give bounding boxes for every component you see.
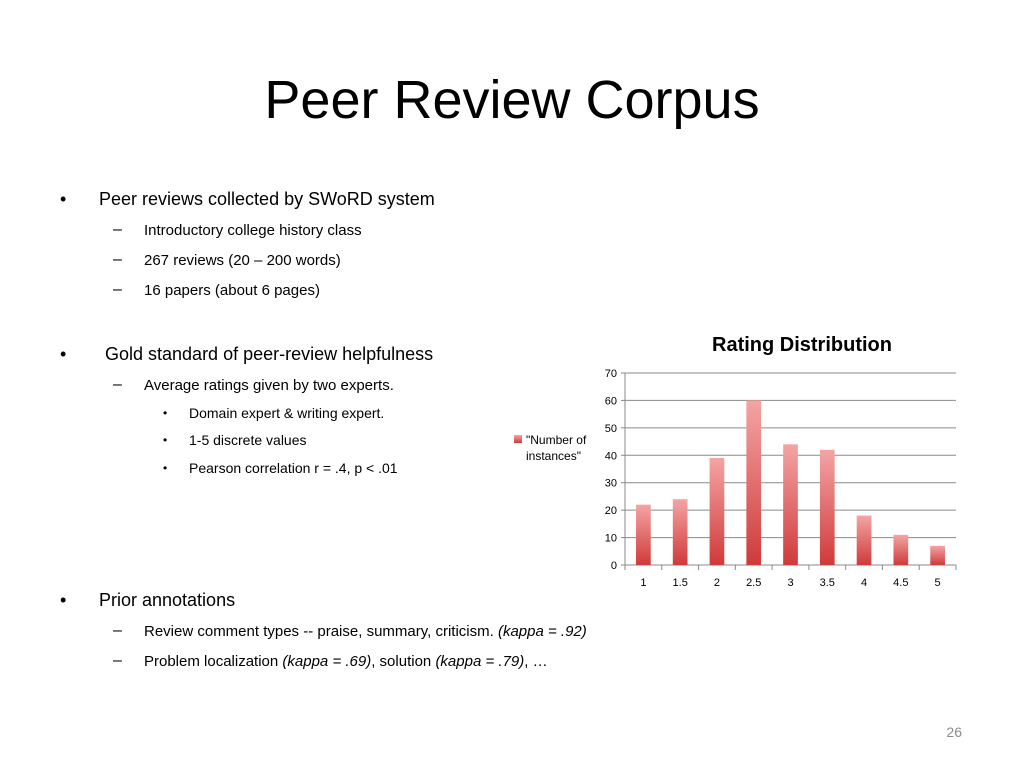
bullet-sword-system: Peer reviews collected by SWoRD system: [99, 189, 435, 209]
bar: [746, 400, 762, 565]
comment-types-text: Review comment types -- praise, summary,…: [144, 623, 498, 640]
bullet-marker: •: [60, 590, 67, 610]
y-tick-label: 30: [605, 478, 617, 490]
dash-marker: –: [113, 376, 122, 393]
ellipsis-text: , …: [524, 653, 548, 670]
bar: [783, 444, 798, 565]
sub-bullet-problem-localization: Problem localization (kappa = .69), solu…: [144, 652, 548, 672]
sub-bullet-comment-types: Review comment types -- praise, summary,…: [144, 622, 587, 642]
slide-number: 26: [946, 724, 962, 740]
legend-label: "Number of: [526, 433, 587, 447]
x-tick-label: 2: [714, 577, 720, 589]
bullet-prior-annotations: Prior annotations: [99, 590, 236, 610]
dash-marker: –: [113, 251, 122, 268]
bar: [819, 449, 835, 565]
slide-title: Peer Review Corpus: [264, 70, 760, 130]
bar: [709, 458, 725, 565]
solution-text: , solution: [371, 653, 436, 670]
y-tick-label: 70: [605, 368, 617, 380]
x-tick-label: 3: [787, 577, 793, 589]
sub-bullet-history-class: Introductory college history class: [144, 222, 362, 239]
localization-text: Problem localization: [144, 653, 283, 670]
bullet-marker: •: [163, 406, 168, 420]
bullet-marker: •: [60, 189, 67, 209]
bar: [893, 534, 909, 565]
subsub-bullet-discrete-values: 1-5 discrete values: [189, 432, 307, 448]
sub-bullet-paper-count: 16 papers (about 6 pages): [144, 282, 320, 299]
x-tick-label: 5: [935, 577, 941, 589]
rating-distribution-chart: Rating Distribution 0 10 20 30 40 50 60 70 1 1.5…: [514, 334, 957, 589]
x-tick-label: 4: [861, 577, 867, 589]
legend-label: instances": [526, 449, 581, 463]
dash-marker: –: [113, 652, 122, 669]
dash-marker: –: [113, 221, 122, 238]
bar: [856, 515, 872, 565]
y-tick-label: 60: [605, 395, 617, 407]
bullet-marker: •: [163, 461, 168, 475]
legend-swatch: [514, 435, 522, 443]
bar: [930, 545, 945, 565]
bullet-marker: •: [163, 433, 168, 447]
y-tick-label: 20: [605, 505, 617, 517]
dash-marker: –: [113, 281, 122, 298]
sub-bullet-expert-ratings: Average ratings given by two experts.: [144, 377, 394, 394]
x-tick-label: 1: [640, 577, 646, 589]
y-tick-label: 40: [605, 450, 617, 462]
solution-kappa: (kappa = .79): [435, 653, 525, 670]
chart-title: Rating Distribution: [712, 334, 892, 356]
y-tick-label: 50: [605, 423, 617, 435]
bullet-marker: •: [60, 344, 67, 364]
y-tick-label: 10: [605, 533, 617, 545]
x-tick-label: 2.5: [746, 577, 761, 589]
x-tick-label: 1.5: [673, 577, 688, 589]
sub-bullet-review-count: 267 reviews (20 – 200 words): [144, 252, 341, 269]
bar: [672, 499, 688, 565]
x-tick-label: 4.5: [893, 577, 908, 589]
dash-marker: –: [113, 622, 122, 639]
x-tick-label: 3.5: [820, 577, 835, 589]
localization-kappa: (kappa = .69): [282, 653, 372, 670]
comment-types-kappa: (kappa = .92): [497, 623, 587, 640]
bar: [636, 504, 651, 565]
bullet-gold-standard: Gold standard of peer-review helpfulness: [105, 344, 434, 364]
subsub-bullet-experts: Domain expert & writing expert.: [189, 405, 385, 421]
y-tick-label: 0: [611, 560, 617, 572]
subsub-bullet-pearson: Pearson correlation r = .4, p < .01: [189, 460, 398, 476]
